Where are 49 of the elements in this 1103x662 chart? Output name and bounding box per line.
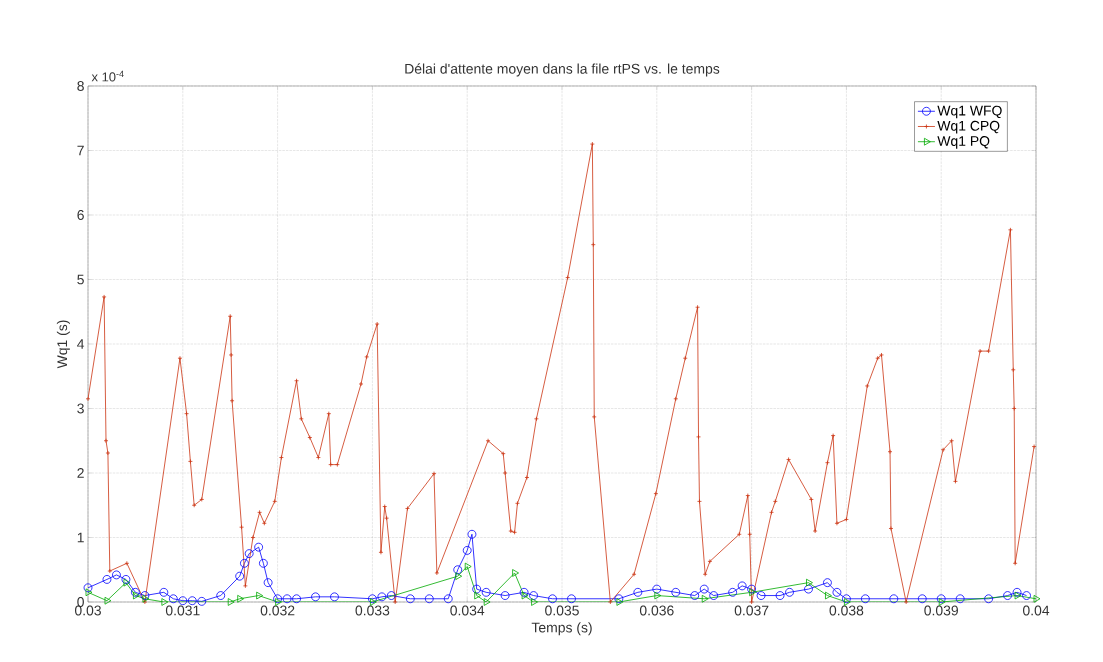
point xyxy=(483,598,491,606)
point xyxy=(133,591,140,600)
y-tick-label: 3 xyxy=(77,403,84,414)
point xyxy=(1014,591,1022,600)
chart-title: Délai d'attente moyen dans la file rtPS vs. le temps xyxy=(405,63,720,77)
x-tick-label: 0.032 xyxy=(260,605,295,616)
x-tick-label: 0.031 xyxy=(165,605,200,616)
point xyxy=(455,572,463,581)
point xyxy=(825,591,832,600)
y-tick-label: 4 xyxy=(77,339,85,349)
y-tick-label: 1 xyxy=(77,532,84,543)
y-tick-label: 8 xyxy=(77,81,84,91)
point xyxy=(104,596,112,605)
x-tick-label: 0.039 xyxy=(924,605,958,616)
x-tick-label: 0.038 xyxy=(829,605,864,616)
y-axis-title: Wq1 (s) xyxy=(56,320,70,369)
x-tick-label: 0.034 xyxy=(450,605,485,616)
x-tick-label: 0.03 xyxy=(74,605,101,616)
text: x 10$^{-4}$ xyxy=(91,70,124,82)
legend-label: Wq1 WFQ xyxy=(937,105,1002,119)
point xyxy=(512,569,519,577)
point xyxy=(654,591,662,600)
point xyxy=(1033,594,1041,603)
y-tick-label: 0 xyxy=(77,597,84,607)
point xyxy=(521,591,529,600)
y-tick-label: 7 xyxy=(77,145,84,156)
y-tick-label: 5 xyxy=(77,274,84,285)
point xyxy=(227,598,235,606)
point xyxy=(749,588,756,597)
point xyxy=(237,594,245,603)
point xyxy=(531,598,538,606)
point xyxy=(616,598,624,606)
legend-label: Wq1 CPQ xyxy=(937,120,1000,134)
x-axis-title: Temps (s) xyxy=(531,622,592,636)
legend-label: Wq1 PQ xyxy=(937,136,990,149)
y-tick-label: 2 xyxy=(77,468,84,478)
point xyxy=(806,578,813,587)
point xyxy=(474,591,482,600)
y-tick-label: 6 xyxy=(77,210,84,220)
x-tick-label: 0.035 xyxy=(545,605,579,616)
x-tick-label: 0.04 xyxy=(1022,605,1050,616)
x-tick-label: 0.037 xyxy=(734,605,769,616)
x-tick-label: 0.033 xyxy=(355,605,390,616)
point xyxy=(85,588,93,597)
point xyxy=(161,598,169,606)
point xyxy=(701,594,709,603)
point xyxy=(464,562,472,571)
x-tick-label: 0.036 xyxy=(639,605,674,616)
point xyxy=(256,591,264,600)
